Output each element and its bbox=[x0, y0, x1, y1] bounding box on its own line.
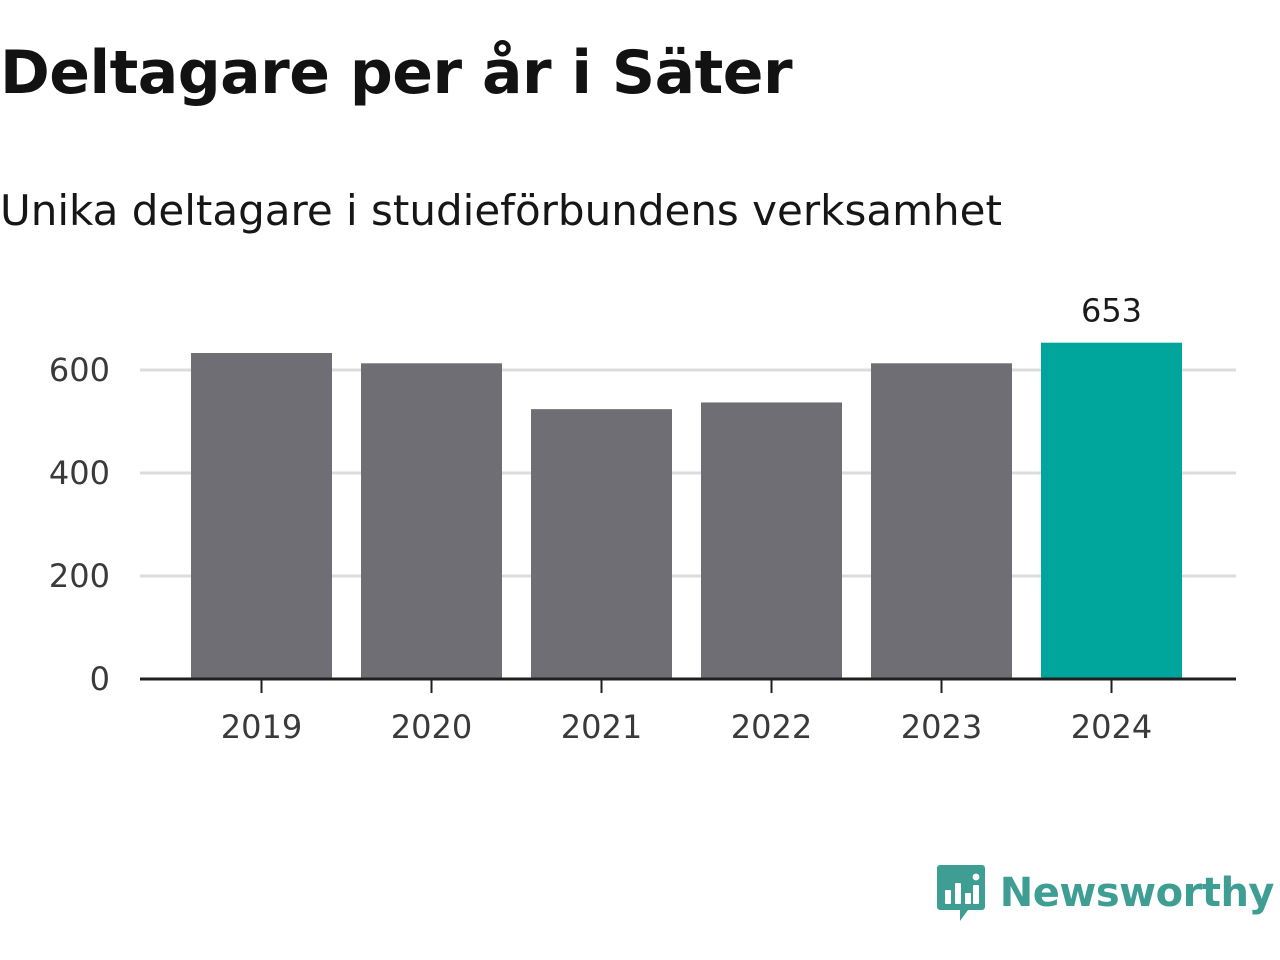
bar-2023 bbox=[871, 363, 1012, 679]
y-tick-label-0: 0 bbox=[90, 660, 110, 698]
x-tick-label-2020: 2020 bbox=[391, 708, 472, 746]
y-tick-label-400: 400 bbox=[49, 454, 110, 492]
y-tick-label-200: 200 bbox=[49, 557, 110, 595]
x-tick-label-2023: 2023 bbox=[901, 708, 982, 746]
bar-2020 bbox=[361, 363, 502, 679]
chart-subtitle: Unika deltagare i studieförbundens verks… bbox=[0, 186, 1002, 235]
y-tick-label-600: 600 bbox=[49, 351, 110, 389]
bar-chart: 0 200 400 600 2019 2020 2021 2022 2023 2024 653 bbox=[49, 292, 1236, 746]
x-tick-label-2022: 2022 bbox=[731, 708, 812, 746]
x-tick-label-2024: 2024 bbox=[1071, 708, 1152, 746]
data-label-2024: 653 bbox=[1081, 292, 1142, 330]
labels: 0 200 400 600 2019 2020 2021 2022 2023 2024 653 bbox=[49, 292, 1152, 746]
x-tick-label-2021: 2021 bbox=[561, 708, 642, 746]
bar-2022 bbox=[701, 402, 842, 679]
bar-2019 bbox=[191, 353, 332, 679]
newsworthy-logo-icon bbox=[936, 865, 985, 921]
bar-2021 bbox=[531, 409, 672, 679]
x-tick-label-2019: 2019 bbox=[221, 708, 302, 746]
bar-2024 bbox=[1041, 342, 1182, 679]
brand-name: Newsworthy bbox=[999, 870, 1275, 916]
x-axis bbox=[140, 677, 1236, 693]
chart-title: Deltagare per år i Säter bbox=[0, 38, 793, 108]
bars bbox=[191, 342, 1182, 679]
brand-logo: Newsworthy bbox=[936, 862, 1275, 924]
